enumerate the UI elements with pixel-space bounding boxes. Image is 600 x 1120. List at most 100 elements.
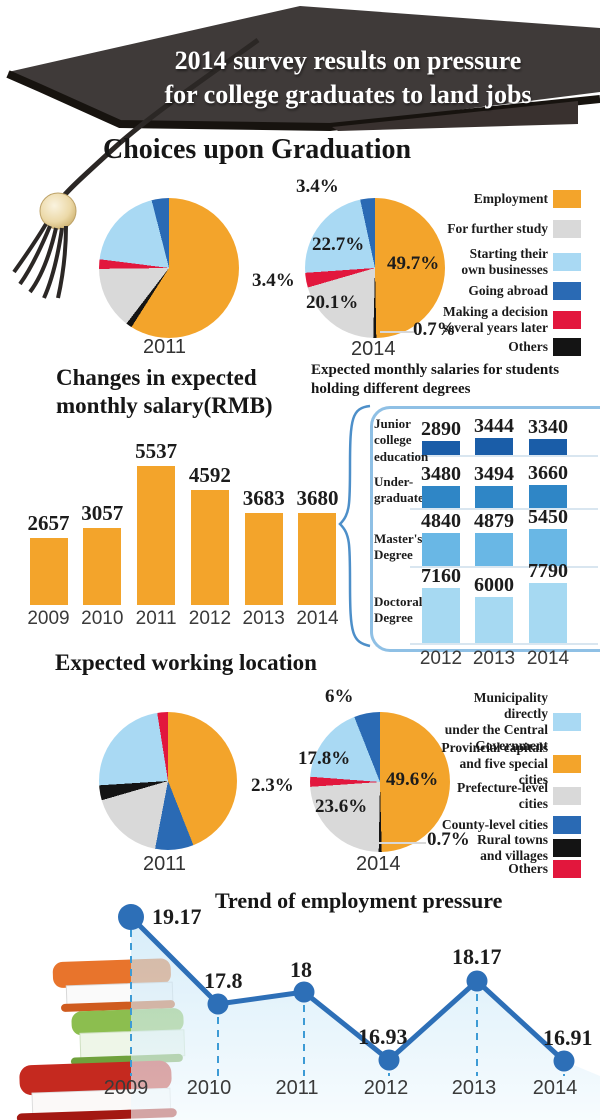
bar-2010 — [83, 528, 122, 605]
bar-year-label: 2012 — [188, 608, 232, 629]
legend-item: Employment — [474, 190, 581, 208]
bar-value-label: 3683 — [242, 486, 285, 510]
trend-value-label: 18 — [290, 957, 312, 982]
degrees-brace — [338, 404, 371, 648]
pie-choices-2011-year: 2011 — [143, 336, 187, 358]
degrees-bar-value: 7160 — [421, 565, 461, 587]
degrees-chart-frame — [370, 406, 600, 652]
legend-item: Rural towns and villages — [477, 832, 581, 864]
trend-year-label: 2014 — [533, 1077, 578, 1099]
degrees-bar-column: 3340 — [525, 365, 571, 455]
degrees-bar-value: 2890 — [421, 418, 461, 440]
trend-value-label: 16.93 — [358, 1024, 408, 1049]
degrees-bar — [422, 588, 460, 643]
legend-item: Others — [508, 338, 581, 356]
legend-label: Employment — [473, 191, 548, 207]
bar-year-label: 2013 — [242, 608, 285, 629]
legend-swatch — [553, 838, 581, 857]
location-heading: Expected working location — [55, 650, 317, 675]
legend-label: Rural towns and villages — [477, 832, 548, 863]
legend-swatch — [553, 754, 581, 773]
legend-swatch — [553, 338, 581, 356]
legend-label: For further study — [447, 221, 548, 237]
trend-heading: Trend of employment pressure — [215, 888, 503, 913]
choices-others-callout-line — [380, 331, 414, 333]
banner-title-line2: for college graduates to land jobs — [164, 80, 532, 109]
salary-bar-chart: 2657 3057 5537 4592 3683 3680 — [25, 438, 341, 605]
bar-year-label: 2014 — [296, 608, 339, 629]
trend-year-label: 2013 — [452, 1077, 497, 1099]
bar-column-2010: 3057 — [79, 501, 126, 605]
degrees-bar — [422, 441, 460, 455]
degrees-bar-column: 6000 — [471, 553, 517, 643]
degrees-bar — [422, 533, 460, 566]
bar-column-2014: 3680 — [294, 486, 341, 605]
degrees-row-label: Junior college education — [374, 416, 429, 464]
legend-label: Others — [508, 339, 548, 355]
degrees-bar — [422, 486, 460, 508]
trend-chart-svg: 19.17 17.8 18 16.93 18.17 16.91 2009 2010 2011 20… — [104, 904, 600, 1120]
trend-year-label: 2010 — [187, 1077, 232, 1099]
bar-column-2013: 3683 — [240, 486, 287, 605]
degrees-bar-value: 3444 — [474, 415, 514, 437]
trend-data-point-2014 — [553, 1050, 575, 1072]
choices-2014-percent-label: 20.1% — [306, 292, 359, 313]
degrees-bar-value: 7790 — [528, 560, 568, 582]
bar-value-label: 3680 — [296, 486, 339, 510]
legend-label: Starting their own businesses — [461, 246, 548, 277]
bar-2013 — [244, 513, 283, 605]
salary-bar-chart-years: 2009 2010 2011 2012 2013 2014 — [25, 608, 341, 630]
trend-value-label: 16.91 — [543, 1025, 593, 1050]
choices-legend: Employment For further study Starting thei… — [429, 190, 581, 360]
degrees-row-baseline — [410, 643, 598, 645]
trend-data-point-2010 — [207, 993, 229, 1015]
legend-swatch — [553, 220, 581, 238]
degrees-row-label: Under-graduate — [374, 474, 424, 506]
pie-choices-2014 — [305, 198, 445, 338]
degrees-row-label: Master's Degree — [374, 531, 423, 563]
bar-value-label: 3057 — [81, 501, 124, 525]
legend-swatch — [553, 282, 581, 300]
degrees-bar-value: 3340 — [528, 416, 568, 438]
trend-value-label: 17.8 — [204, 968, 243, 993]
trend-data-point-2011 — [293, 981, 315, 1003]
salary-title-line1: Changes in expected — [56, 365, 257, 390]
degrees-title-line2: holding different degrees — [311, 381, 471, 397]
bar-column-2009: 2657 — [25, 511, 72, 605]
pie-location-2014-year: 2014 — [356, 853, 401, 875]
degrees-bar-value: 3494 — [474, 463, 514, 485]
location-2014-percent-label: 49.6% — [386, 769, 439, 790]
banner-title-line1: 2014 survey results on pressure — [174, 46, 522, 75]
location-others-callout-line — [372, 842, 426, 844]
degrees-bar — [475, 533, 513, 566]
choices-2014-percent-label: 49.7% — [387, 253, 440, 274]
legend-item: For further study — [447, 220, 581, 238]
choices-heading: Choices upon Graduation — [103, 134, 412, 165]
degrees-row-label: Doctoral Degree — [374, 594, 423, 626]
choices-2014-percent-label: 3.4% — [296, 176, 339, 197]
legend-item: County-level cities — [442, 816, 581, 834]
legend-swatch — [553, 860, 581, 878]
location-2014-percent-label: 0.7% — [427, 829, 470, 850]
degrees-chart-title: Expected monthly salaries for students h… — [311, 361, 596, 399]
degrees-title-line1: Expected monthly salaries for students — [311, 362, 560, 378]
pie-choices-2014-year: 2014 — [351, 338, 396, 360]
trend-line — [129, 915, 566, 1063]
bar-2009 — [29, 538, 68, 605]
trend-value-label: 19.17 — [152, 904, 202, 929]
location-legend: Municipality directly under the Central Go… — [428, 688, 581, 888]
degrees-bar-value: 6000 — [474, 574, 514, 596]
pie-location-2011 — [99, 712, 237, 850]
location-2014-percent-label: 2.3% — [251, 775, 294, 796]
legend-label: Provincial capitals and five special citi… — [441, 740, 548, 787]
pie-choices-2011 — [99, 198, 239, 338]
choices-2014-percent-label: 22.7% — [312, 234, 365, 255]
trend-value-label: 18.17 — [452, 944, 502, 969]
legend-swatch — [553, 786, 581, 805]
legend-label: Prefecture-level cities — [457, 780, 548, 811]
degrees-bar-column: 7790 — [525, 553, 571, 643]
choices-2014-percent-label: 3.4% — [252, 270, 295, 291]
degrees-bar-column: 4840 — [418, 476, 464, 566]
legend-item: Provincial capitals and five special citi… — [428, 740, 581, 788]
